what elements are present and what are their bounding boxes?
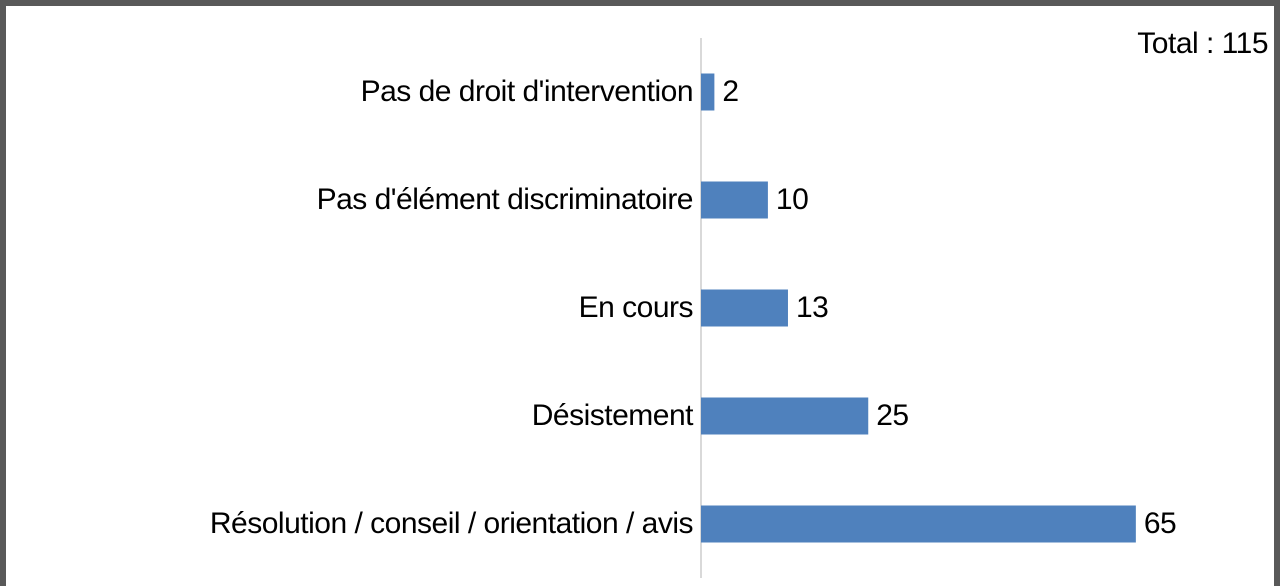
data-label: 2 [722, 75, 738, 108]
data-label: 13 [796, 291, 828, 324]
data-label: 65 [1144, 507, 1176, 540]
y-tick-label: Désistement [532, 399, 694, 432]
y-tick-label: Pas d'élément discriminatoire [317, 183, 693, 216]
y-tick-label: Pas de droit d'intervention [361, 75, 693, 108]
bar [701, 73, 715, 111]
bar [701, 505, 1136, 543]
bar [701, 397, 869, 435]
annotation: Total : 115 [1137, 27, 1268, 60]
bar [701, 289, 788, 327]
y-tick-label: Résolution / conseil / orientation / avi… [210, 507, 693, 540]
data-label: 25 [876, 399, 908, 432]
y-tick-label: En cours [579, 291, 693, 324]
bar [701, 181, 768, 219]
data-label: 10 [776, 183, 808, 216]
